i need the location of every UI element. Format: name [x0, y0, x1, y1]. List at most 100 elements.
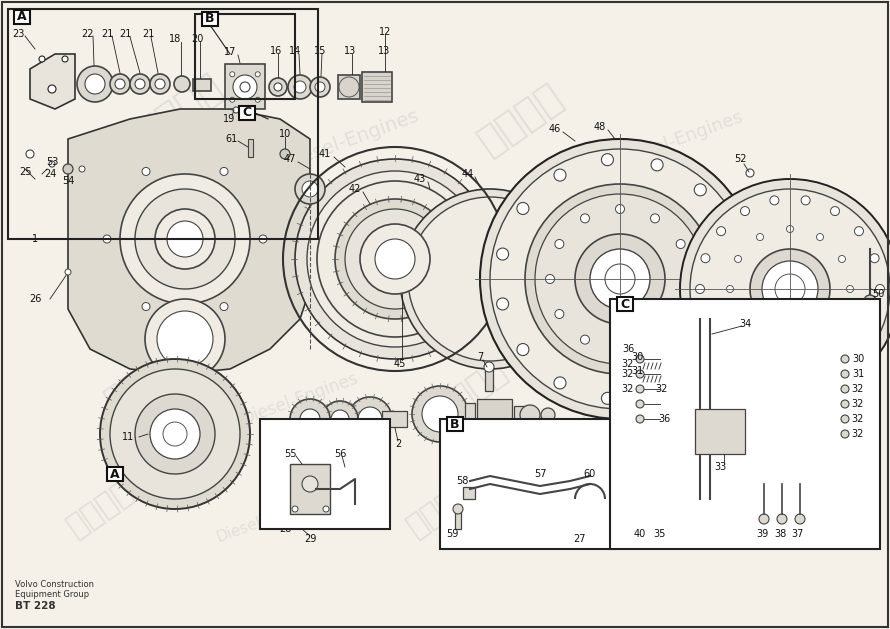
- Circle shape: [694, 184, 707, 196]
- Circle shape: [422, 396, 458, 432]
- Circle shape: [345, 209, 445, 309]
- Circle shape: [142, 303, 150, 311]
- Circle shape: [240, 82, 250, 92]
- Circle shape: [302, 476, 318, 492]
- Circle shape: [756, 338, 764, 345]
- Circle shape: [288, 75, 312, 99]
- Circle shape: [535, 194, 705, 364]
- Text: 60: 60: [584, 469, 596, 479]
- Bar: [514, 406, 529, 424]
- Text: 36: 36: [658, 414, 670, 424]
- Circle shape: [716, 226, 725, 236]
- Circle shape: [816, 338, 823, 345]
- Text: 16: 16: [270, 46, 282, 56]
- Circle shape: [135, 394, 215, 474]
- Circle shape: [292, 506, 298, 512]
- Text: 30: 30: [852, 354, 864, 364]
- Circle shape: [259, 235, 267, 243]
- Circle shape: [676, 309, 685, 318]
- Text: Diesel-Engines: Diesel-Engines: [214, 493, 326, 545]
- Circle shape: [174, 76, 190, 92]
- Circle shape: [685, 274, 694, 284]
- Circle shape: [651, 387, 663, 399]
- Circle shape: [130, 74, 150, 94]
- Text: 5: 5: [445, 439, 451, 449]
- Circle shape: [233, 107, 239, 113]
- Circle shape: [695, 284, 705, 294]
- Bar: [260, 419, 390, 529]
- Circle shape: [295, 159, 495, 359]
- Text: 21: 21: [142, 29, 154, 39]
- Text: 36: 36: [622, 344, 634, 354]
- Text: 53: 53: [45, 157, 58, 167]
- Circle shape: [220, 303, 228, 311]
- Text: 59: 59: [446, 529, 458, 539]
- Text: 2: 2: [395, 439, 401, 449]
- Circle shape: [554, 377, 566, 389]
- Text: 42: 42: [349, 184, 361, 194]
- Circle shape: [841, 370, 849, 378]
- Circle shape: [762, 261, 818, 317]
- Circle shape: [801, 373, 810, 382]
- Bar: [14, 10, 30, 24]
- Circle shape: [331, 410, 349, 428]
- Circle shape: [651, 159, 663, 171]
- Circle shape: [163, 422, 187, 446]
- Text: Diesel-Engines: Diesel-Engines: [239, 370, 360, 428]
- Text: 32: 32: [852, 399, 864, 409]
- Circle shape: [358, 407, 382, 431]
- Circle shape: [233, 75, 257, 99]
- Text: 61: 61: [226, 134, 239, 144]
- Text: 37: 37: [792, 529, 805, 539]
- Text: Diesel-Engines: Diesel-Engines: [314, 238, 446, 300]
- Text: 7: 7: [477, 352, 483, 362]
- Text: 24: 24: [44, 169, 56, 179]
- Polygon shape: [68, 109, 310, 374]
- Text: B: B: [450, 418, 460, 430]
- Circle shape: [734, 273, 746, 285]
- Circle shape: [602, 392, 613, 404]
- Text: 45: 45: [393, 359, 406, 369]
- Circle shape: [315, 82, 325, 92]
- Circle shape: [150, 74, 170, 94]
- Circle shape: [155, 209, 215, 269]
- Circle shape: [580, 214, 589, 223]
- Circle shape: [841, 400, 849, 408]
- Circle shape: [546, 274, 554, 284]
- Text: 紫发动力: 紫发动力: [762, 356, 838, 422]
- Circle shape: [838, 316, 846, 323]
- Text: Volvo Construction: Volvo Construction: [15, 580, 94, 589]
- Circle shape: [110, 74, 130, 94]
- Circle shape: [290, 399, 330, 439]
- Circle shape: [310, 77, 330, 97]
- Circle shape: [294, 81, 306, 93]
- Text: Diesel-Engines: Diesel-Engines: [279, 106, 421, 172]
- Circle shape: [651, 214, 659, 223]
- Circle shape: [335, 199, 455, 319]
- Circle shape: [616, 204, 625, 213]
- Circle shape: [734, 255, 741, 262]
- Text: 3: 3: [367, 439, 373, 449]
- Text: 9: 9: [544, 439, 550, 449]
- Circle shape: [480, 139, 760, 419]
- Circle shape: [787, 226, 794, 233]
- Text: 13: 13: [378, 46, 390, 56]
- Text: 41: 41: [319, 149, 331, 159]
- Text: 32: 32: [656, 384, 668, 394]
- Circle shape: [590, 249, 650, 309]
- Text: 14: 14: [289, 46, 301, 56]
- Text: 8: 8: [518, 439, 524, 449]
- Bar: [239, 106, 255, 120]
- Circle shape: [230, 72, 235, 77]
- Text: 54: 54: [61, 176, 74, 186]
- Text: 21: 21: [101, 29, 113, 39]
- Circle shape: [142, 167, 150, 175]
- Text: 47: 47: [284, 154, 296, 164]
- Text: 35: 35: [654, 529, 667, 539]
- Circle shape: [26, 150, 34, 158]
- Circle shape: [740, 206, 749, 216]
- Text: 26: 26: [28, 294, 41, 304]
- Text: 13: 13: [344, 46, 356, 56]
- Circle shape: [816, 233, 823, 240]
- Text: Equipment Group: Equipment Group: [15, 590, 89, 599]
